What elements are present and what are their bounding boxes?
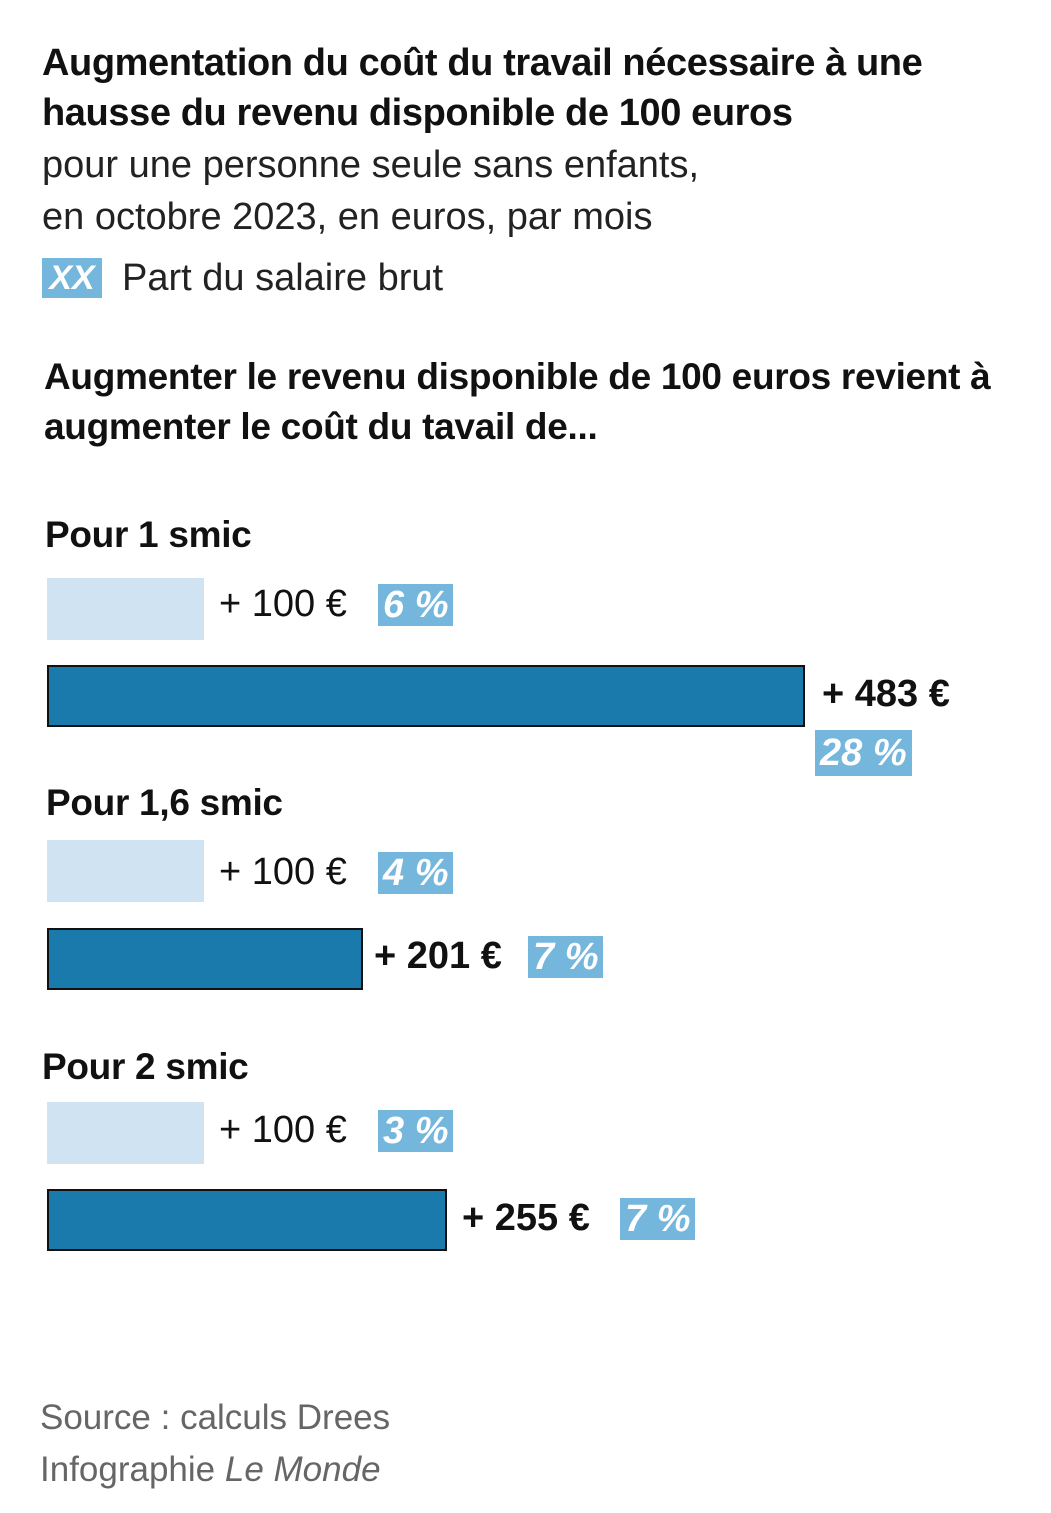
bar-value-label: + 255 € (462, 1197, 590, 1239)
bar-revenu-disponible (47, 1102, 204, 1164)
bar-value-label: + 483 € (822, 673, 950, 715)
credit-brand: Le Monde (224, 1450, 381, 1489)
bar-cout-du-travail (47, 1189, 447, 1251)
bar-value-label: + 100 € (219, 583, 347, 625)
bar-cout-du-travail (47, 928, 363, 990)
source-note: Source : calculs Drees (40, 1398, 391, 1437)
legend: XX Part du salaire brut (42, 255, 443, 301)
bar-revenu-disponible (47, 840, 204, 902)
group-label: Pour 2 smic (42, 1046, 249, 1087)
pct-badge: 6 % (378, 584, 454, 626)
group-label: Pour 1,6 smic (46, 782, 283, 823)
group-label: Pour 1 smic (45, 514, 252, 555)
footer: Source : calculs Drees Infographie Le Mo… (40, 1392, 390, 1496)
chart-subtitle: pour une personne seule sans enfants, en… (42, 139, 1032, 243)
pct-badge: 4 % (378, 852, 454, 894)
credit-line: Infographie Le Monde (40, 1444, 390, 1496)
subtitle-line-2: en octobre 2023, en euros, par mois (42, 196, 653, 238)
bar-value-label: + 100 € (219, 1109, 347, 1151)
pct-badge: 7 % (528, 936, 604, 978)
pct-badge: 7 % (620, 1198, 696, 1240)
bar-revenu-disponible (47, 578, 204, 640)
pct-badge: 3 % (378, 1110, 454, 1152)
legend-swatch: XX (42, 258, 102, 298)
chart-title: Augmentation du coût du travail nécessai… (42, 42, 923, 134)
bar-value-label: + 201 € (374, 935, 502, 977)
pct-badge: 28 % (815, 730, 912, 776)
subtitle-line-1: pour une personne seule sans enfants, (42, 144, 700, 186)
credit-prefix: Infographie (40, 1450, 216, 1489)
bar-value-label: + 100 € (219, 851, 347, 893)
legend-label: Part du salaire brut (122, 256, 444, 299)
bar-cout-du-travail (47, 665, 805, 727)
section-title: Augmenter le revenu disponible de 100 eu… (44, 356, 991, 447)
